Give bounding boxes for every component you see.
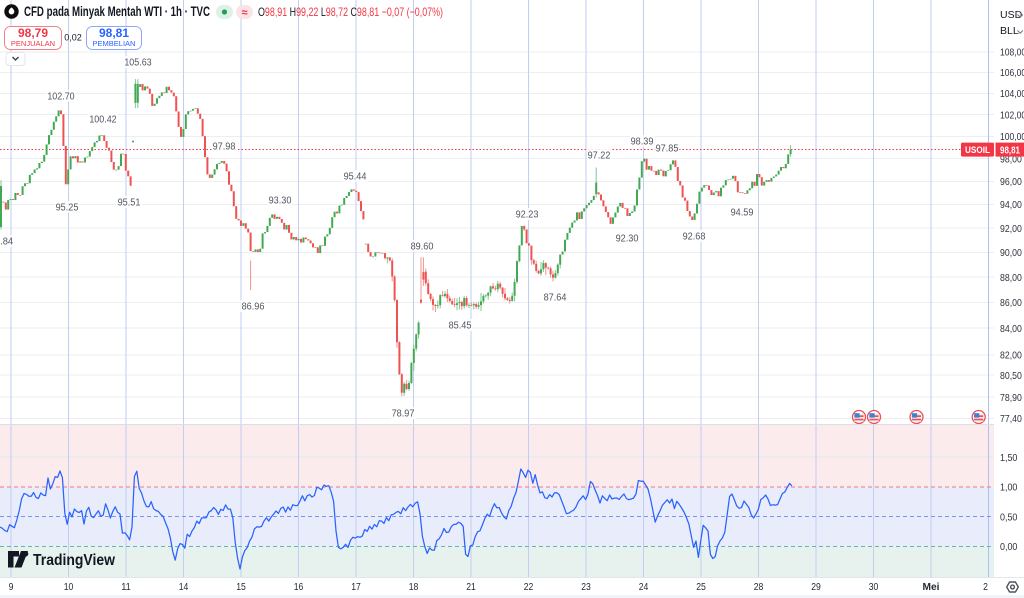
svg-text:USD: USD bbox=[1000, 9, 1023, 21]
svg-text:1.84: 1.84 bbox=[0, 237, 14, 248]
svg-text:94.59: 94.59 bbox=[731, 208, 754, 219]
svg-text:14: 14 bbox=[179, 581, 189, 593]
svg-text:29: 29 bbox=[811, 581, 821, 593]
svg-text:1,50: 1,50 bbox=[1000, 452, 1018, 464]
svg-text:92.23: 92.23 bbox=[516, 210, 539, 221]
svg-text:O98,91 H99,22 L98,72 C98,81 −0: O98,91 H99,22 L98,72 C98,81 −0,07 (−0,07… bbox=[258, 5, 443, 19]
svg-text:25: 25 bbox=[696, 581, 706, 593]
svg-text:106,00: 106,00 bbox=[1000, 67, 1024, 79]
svg-text:102,00: 102,00 bbox=[1000, 109, 1024, 121]
svg-text:94,00: 94,00 bbox=[1000, 199, 1022, 211]
svg-text:PENJUALAN: PENJUALAN bbox=[11, 39, 55, 48]
svg-text:1,00: 1,00 bbox=[1000, 482, 1018, 494]
svg-text:92.30: 92.30 bbox=[616, 234, 639, 245]
svg-text:78.97: 78.97 bbox=[392, 409, 415, 420]
svg-text:102.70: 102.70 bbox=[47, 92, 75, 103]
svg-text:Mei: Mei bbox=[923, 581, 940, 593]
svg-text:93.30: 93.30 bbox=[269, 196, 292, 207]
svg-text:82,00: 82,00 bbox=[1000, 350, 1022, 362]
svg-text:95.51: 95.51 bbox=[118, 198, 141, 209]
svg-text:104,00: 104,00 bbox=[1000, 88, 1024, 100]
svg-text:24: 24 bbox=[639, 581, 649, 593]
svg-text:86,00: 86,00 bbox=[1000, 297, 1022, 309]
svg-text:100.42: 100.42 bbox=[89, 115, 117, 126]
svg-text:30: 30 bbox=[869, 581, 879, 593]
svg-text:0,00: 0,00 bbox=[1000, 541, 1018, 553]
svg-text:CFD pada Minyak Mentah WTI · 1: CFD pada Minyak Mentah WTI · 1h · TVC bbox=[24, 4, 210, 19]
svg-text:97.98: 97.98 bbox=[213, 142, 236, 153]
svg-text:≈: ≈ bbox=[241, 7, 247, 19]
svg-text:17: 17 bbox=[351, 581, 361, 593]
svg-text:105.63: 105.63 bbox=[124, 58, 152, 69]
svg-text:87.64: 87.64 bbox=[544, 293, 567, 304]
svg-text:92.68: 92.68 bbox=[683, 232, 706, 243]
svg-text:88,00: 88,00 bbox=[1000, 272, 1022, 284]
svg-text:TradingView: TradingView bbox=[33, 552, 116, 569]
svg-text:23: 23 bbox=[581, 581, 591, 593]
svg-text:16: 16 bbox=[294, 581, 304, 593]
svg-text:85.45: 85.45 bbox=[449, 321, 472, 332]
svg-text:97.22: 97.22 bbox=[588, 151, 611, 162]
svg-text:100,00: 100,00 bbox=[1000, 131, 1024, 143]
svg-text:0,50: 0,50 bbox=[1000, 512, 1018, 524]
svg-text:95.25: 95.25 bbox=[56, 203, 79, 214]
svg-text:80,50: 80,50 bbox=[1000, 370, 1022, 382]
svg-text:BLL: BLL bbox=[1000, 25, 1019, 37]
svg-text:90,00: 90,00 bbox=[1000, 247, 1022, 259]
svg-text:86.96: 86.96 bbox=[242, 302, 265, 313]
svg-text:96,00: 96,00 bbox=[1000, 176, 1022, 188]
svg-text:95.44: 95.44 bbox=[344, 172, 367, 183]
svg-text:98,79: 98,79 bbox=[18, 26, 48, 40]
svg-text:108,00: 108,00 bbox=[1000, 47, 1024, 59]
svg-text:18: 18 bbox=[409, 581, 419, 593]
svg-text:77,40: 77,40 bbox=[1000, 413, 1022, 425]
svg-text:98.39: 98.39 bbox=[631, 137, 654, 148]
svg-text:98,81: 98,81 bbox=[1000, 145, 1020, 156]
svg-text:84,00: 84,00 bbox=[1000, 323, 1022, 335]
svg-text:22: 22 bbox=[524, 581, 534, 593]
svg-text:21: 21 bbox=[466, 581, 476, 593]
svg-text:15: 15 bbox=[236, 581, 246, 593]
svg-text:89.60: 89.60 bbox=[411, 242, 434, 253]
svg-text:78,90: 78,90 bbox=[1000, 392, 1022, 404]
svg-text:28: 28 bbox=[754, 581, 764, 593]
svg-text:USOIL: USOIL bbox=[965, 145, 990, 156]
svg-text:PEMBELIAN: PEMBELIAN bbox=[93, 39, 136, 48]
svg-text:2: 2 bbox=[983, 581, 988, 593]
svg-text:11: 11 bbox=[121, 581, 131, 593]
svg-text:9: 9 bbox=[9, 581, 14, 593]
svg-text:97.85: 97.85 bbox=[656, 144, 679, 155]
svg-text:98,81: 98,81 bbox=[99, 26, 129, 40]
svg-text:0,02: 0,02 bbox=[64, 33, 82, 43]
svg-text:92,00: 92,00 bbox=[1000, 223, 1022, 235]
svg-text:10: 10 bbox=[64, 581, 74, 593]
